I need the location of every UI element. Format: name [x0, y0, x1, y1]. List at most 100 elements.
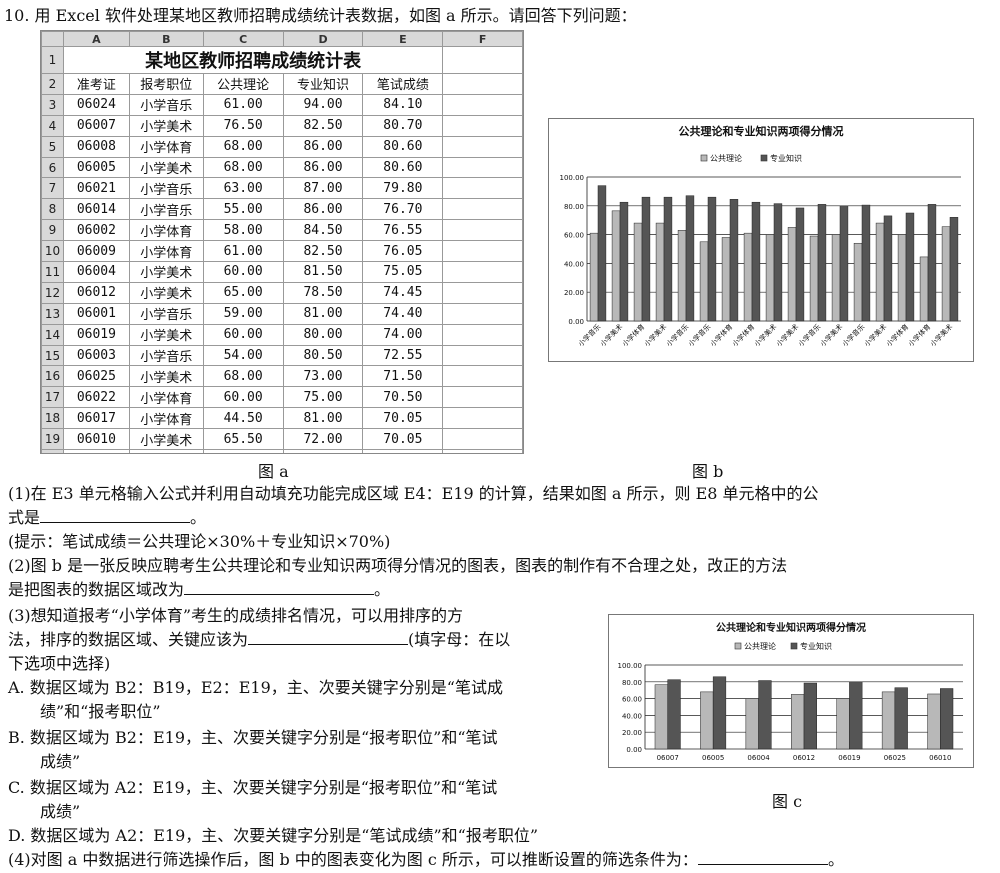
row-header[interactable]: 7 [41, 177, 64, 200]
table-cell[interactable]: 06010 [62, 428, 130, 451]
answer-blank-2[interactable] [184, 580, 375, 595]
row-header[interactable]: 19 [41, 428, 64, 451]
table-cell[interactable]: 75.05 [362, 261, 444, 283]
table-cell[interactable]: 76.05 [362, 240, 444, 263]
table-cell[interactable]: 61.00 [202, 93, 284, 116]
table-cell[interactable]: 小学音乐 [128, 93, 204, 116]
row-header[interactable]: 14 [41, 323, 64, 346]
row-header[interactable]: 2 [41, 73, 64, 95]
row-header[interactable]: 9 [41, 219, 64, 242]
cell[interactable] [442, 46, 523, 74]
row-header[interactable]: 8 [41, 198, 64, 221]
column-header[interactable]: E [362, 31, 444, 47]
row-header[interactable] [41, 449, 64, 453]
table-cell[interactable]: 82.50 [282, 240, 364, 263]
table-cell[interactable]: 59.00 [202, 302, 284, 325]
header-cell[interactable]: 报考职位 [128, 73, 204, 95]
table-cell[interactable]: 60.00 [202, 261, 284, 283]
table-cell[interactable]: 74.40 [362, 302, 444, 325]
answer-blank-1[interactable] [40, 508, 191, 523]
cell[interactable] [442, 302, 523, 325]
table-cell[interactable]: 73.00 [282, 365, 364, 388]
table-cell[interactable]: 65.00 [202, 281, 284, 304]
cell[interactable] [442, 261, 523, 283]
table-cell[interactable]: 63.00 [202, 177, 284, 200]
column-header[interactable]: F [442, 31, 523, 47]
table-cell[interactable]: 94.00 [282, 93, 364, 116]
table-cell[interactable]: 小学体育 [128, 240, 204, 263]
table-cell[interactable]: 06019 [62, 323, 130, 346]
column-header[interactable]: C [202, 31, 284, 47]
table-cell[interactable]: 70.50 [362, 386, 444, 409]
table-cell[interactable]: 小学美术 [128, 323, 204, 346]
row-header[interactable]: 18 [41, 407, 64, 430]
table-cell[interactable]: 84.50 [282, 219, 364, 242]
header-cell[interactable]: 专业知识 [282, 73, 364, 95]
cell[interactable] [442, 323, 523, 346]
table-cell[interactable]: 65.50 [202, 428, 284, 451]
table-cell[interactable]: 06021 [62, 177, 130, 200]
row-header[interactable]: 11 [41, 261, 64, 283]
table-cell[interactable]: 小学音乐 [128, 198, 204, 221]
table-cell[interactable]: 06005 [62, 156, 130, 179]
cell[interactable] [442, 344, 523, 367]
table-cell[interactable]: 小学体育 [128, 407, 204, 430]
row-header[interactable]: 3 [41, 93, 64, 116]
answer-blank-4[interactable] [697, 850, 828, 865]
table-cell[interactable]: 06008 [62, 135, 130, 158]
row-header[interactable]: 6 [41, 156, 64, 179]
column-header[interactable]: D [282, 31, 364, 47]
cell[interactable] [442, 135, 523, 158]
table-cell[interactable]: 44.50 [202, 407, 284, 430]
answer-blank-3[interactable] [248, 630, 409, 645]
table-cell[interactable]: 86.00 [282, 156, 364, 179]
table-cell[interactable]: 80.70 [362, 114, 444, 137]
table-cell[interactable]: 小学美术 [128, 114, 204, 137]
table-cell[interactable]: 68.00 [202, 135, 284, 158]
table-cell[interactable]: 小学音乐 [128, 177, 204, 200]
table-cell[interactable]: 小学体育 [128, 386, 204, 409]
table-cell[interactable]: 06012 [62, 281, 130, 304]
table-cell[interactable]: 71.50 [362, 365, 444, 388]
table-cell[interactable]: 72.55 [362, 344, 444, 367]
table-cell[interactable]: 78.50 [282, 281, 364, 304]
table-cell[interactable]: 74.00 [362, 323, 444, 346]
table-cell[interactable]: 70.05 [362, 428, 444, 451]
cell[interactable] [442, 449, 523, 453]
table-cell[interactable]: 74.45 [362, 281, 444, 304]
table-cell[interactable]: 72.00 [282, 428, 364, 451]
table-cell[interactable]: 80.50 [282, 344, 364, 367]
cell[interactable] [362, 449, 444, 453]
table-cell[interactable]: 小学音乐 [128, 344, 204, 367]
table-cell[interactable]: 81.00 [282, 302, 364, 325]
cell[interactable] [442, 219, 523, 242]
cell[interactable] [202, 449, 284, 453]
table-cell[interactable]: 小学体育 [128, 219, 204, 242]
table-cell[interactable]: 06001 [62, 302, 130, 325]
cell[interactable] [442, 93, 523, 116]
table-cell[interactable]: 54.00 [202, 344, 284, 367]
table-cell[interactable]: 58.00 [202, 219, 284, 242]
table-cell[interactable]: 80.60 [362, 156, 444, 179]
cell[interactable] [62, 449, 130, 453]
cell[interactable] [442, 428, 523, 451]
cell[interactable] [442, 73, 523, 95]
table-cell[interactable]: 06007 [62, 114, 130, 137]
table-cell[interactable]: 06009 [62, 240, 130, 263]
column-header[interactable]: A [62, 31, 130, 47]
row-header[interactable]: 13 [41, 302, 64, 325]
cell[interactable] [442, 365, 523, 388]
table-cell[interactable]: 小学音乐 [128, 302, 204, 325]
table-cell[interactable]: 70.05 [362, 407, 444, 430]
table-cell[interactable]: 06004 [62, 261, 130, 283]
cell[interactable] [282, 449, 364, 453]
table-cell[interactable]: 82.50 [282, 114, 364, 137]
header-cell[interactable]: 公共理论 [202, 73, 284, 95]
table-cell[interactable]: 76.55 [362, 219, 444, 242]
cell[interactable] [128, 449, 204, 453]
table-cell[interactable]: 79.80 [362, 177, 444, 200]
table-cell[interactable]: 06002 [62, 219, 130, 242]
table-cell[interactable]: 80.00 [282, 323, 364, 346]
cell[interactable] [442, 240, 523, 263]
table-cell[interactable]: 06022 [62, 386, 130, 409]
